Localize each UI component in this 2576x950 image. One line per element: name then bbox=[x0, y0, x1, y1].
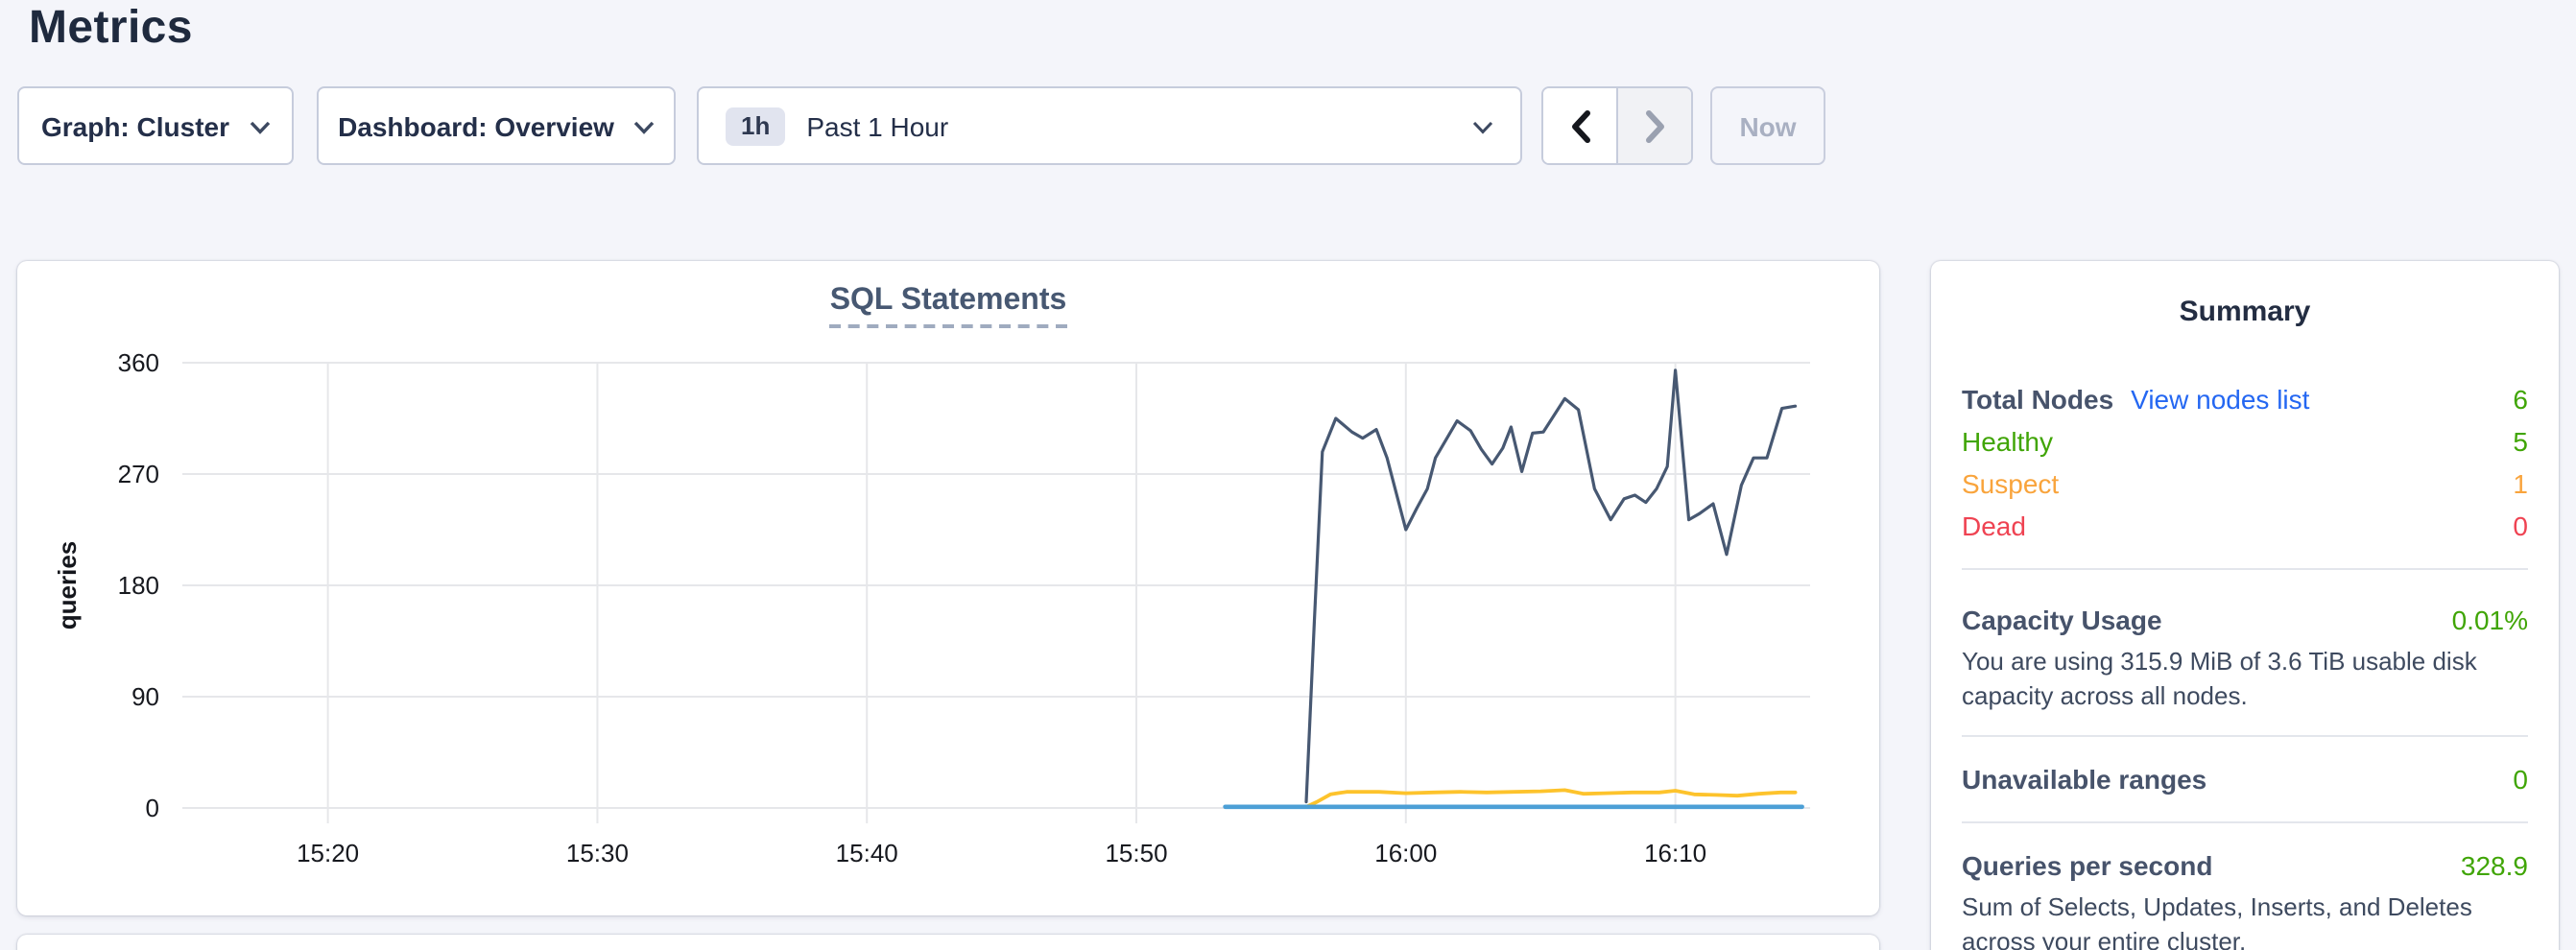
suspect-label: Suspect bbox=[1962, 468, 2060, 499]
healthy-value: 5 bbox=[2513, 426, 2528, 457]
summary-panel: Summary Total Nodes View nodes list 6 He… bbox=[1931, 261, 2559, 950]
qps-description: Sum of Selects, Updates, Inserts, and De… bbox=[1962, 892, 2472, 950]
next-time-button[interactable] bbox=[1616, 88, 1691, 163]
graph-dropdown-label: Graph: Cluster bbox=[40, 110, 229, 141]
total-nodes-row: Total Nodes View nodes list 6 bbox=[1962, 378, 2528, 420]
chevron-right-icon bbox=[1645, 109, 1663, 142]
series-yellow bbox=[1304, 788, 1798, 809]
chevron-left-icon bbox=[1571, 109, 1589, 142]
dead-nodes-row: Dead 0 bbox=[1962, 505, 2528, 547]
svg-text:15:50: 15:50 bbox=[1105, 839, 1167, 867]
dashboard-dropdown-label: Dashboard: Overview bbox=[338, 110, 614, 141]
svg-text:16:10: 16:10 bbox=[1644, 839, 1706, 867]
svg-text:360: 360 bbox=[118, 348, 159, 377]
summary-title: Summary bbox=[2179, 296, 2311, 328]
prev-time-button[interactable] bbox=[1543, 88, 1616, 163]
healthy-nodes-row: Healthy 5 bbox=[1962, 420, 2528, 463]
capacity-usage-metric: Capacity Usage 0.01% You are using 315.9… bbox=[1962, 599, 2528, 714]
view-nodes-link[interactable]: View nodes list bbox=[2131, 384, 2310, 415]
time-range-selector[interactable]: 1h Past 1 Hour bbox=[697, 86, 1522, 165]
capacity-usage-value: 0.01% bbox=[2451, 605, 2528, 635]
dead-label: Dead bbox=[1962, 511, 2026, 541]
capacity-usage-description: You are using 315.9 MiB of 3.6 TiB usabl… bbox=[1962, 647, 2477, 710]
suspect-value: 1 bbox=[2513, 468, 2528, 499]
series-dark-slate bbox=[1304, 368, 1798, 804]
node-status-rows: Total Nodes View nodes list 6 Healthy 5 … bbox=[1962, 378, 2528, 547]
svg-text:16:00: 16:00 bbox=[1374, 839, 1437, 867]
healthy-label: Healthy bbox=[1962, 426, 2053, 457]
chart-title-row: SQL Statements bbox=[17, 284, 1879, 328]
sql-statements-chart[interactable]: 0 90 180 270 360 15:20 15:30 15:40 15:50 16:00 16:… bbox=[17, 261, 1879, 915]
total-nodes-label: Total Nodes bbox=[1962, 384, 2114, 415]
time-range-label: Past 1 Hour bbox=[806, 110, 949, 141]
svg-text:15:30: 15:30 bbox=[566, 839, 629, 867]
divider bbox=[1962, 821, 2528, 823]
unavailable-ranges-row: Unavailable ranges 0 bbox=[1962, 758, 2528, 800]
capacity-usage-label: Capacity Usage bbox=[1962, 605, 2162, 635]
page-title: Metrics bbox=[29, 2, 193, 54]
svg-text:15:20: 15:20 bbox=[297, 839, 359, 867]
qps-metric: Queries per second 328.9 Sum of Selects,… bbox=[1962, 844, 2528, 950]
chart-title[interactable]: SQL Statements bbox=[829, 284, 1067, 328]
dead-value: 0 bbox=[2513, 511, 2528, 541]
sql-statements-panel: SQL Statements queries 0 90 180 270 360 15:20… bbox=[17, 261, 1879, 915]
chevron-down-icon bbox=[1472, 121, 1493, 134]
suspect-nodes-row: Suspect 1 bbox=[1962, 463, 2528, 505]
time-window-nav bbox=[1541, 86, 1693, 165]
total-nodes-value: 6 bbox=[2513, 384, 2528, 415]
time-range-badge: 1h bbox=[726, 107, 786, 145]
svg-text:180: 180 bbox=[118, 571, 159, 600]
svg-text:15:40: 15:40 bbox=[836, 839, 898, 867]
unavailable-ranges-value: 0 bbox=[2513, 764, 2528, 795]
unavailable-ranges-label: Unavailable ranges bbox=[1962, 764, 2207, 795]
svg-text:270: 270 bbox=[118, 460, 159, 488]
chevron-down-icon bbox=[633, 121, 655, 134]
svg-text:0: 0 bbox=[146, 794, 159, 822]
qps-value: 328.9 bbox=[2460, 850, 2528, 881]
next-panel-sliver bbox=[17, 935, 1879, 950]
graph-dropdown[interactable]: Graph: Cluster bbox=[17, 86, 294, 165]
divider bbox=[1962, 568, 2528, 570]
svg-text:90: 90 bbox=[131, 682, 159, 711]
toolbar: Graph: Cluster Dashboard: Overview 1h Pa… bbox=[17, 86, 1825, 165]
capacity-usage-row: Capacity Usage 0.01% bbox=[1962, 599, 2528, 641]
qps-row: Queries per second 328.9 bbox=[1962, 844, 2528, 887]
chevron-down-icon bbox=[249, 121, 270, 134]
dashboard-dropdown[interactable]: Dashboard: Overview bbox=[317, 86, 676, 165]
now-button[interactable]: Now bbox=[1710, 86, 1825, 165]
qps-label: Queries per second bbox=[1962, 850, 2213, 881]
divider bbox=[1962, 735, 2528, 737]
